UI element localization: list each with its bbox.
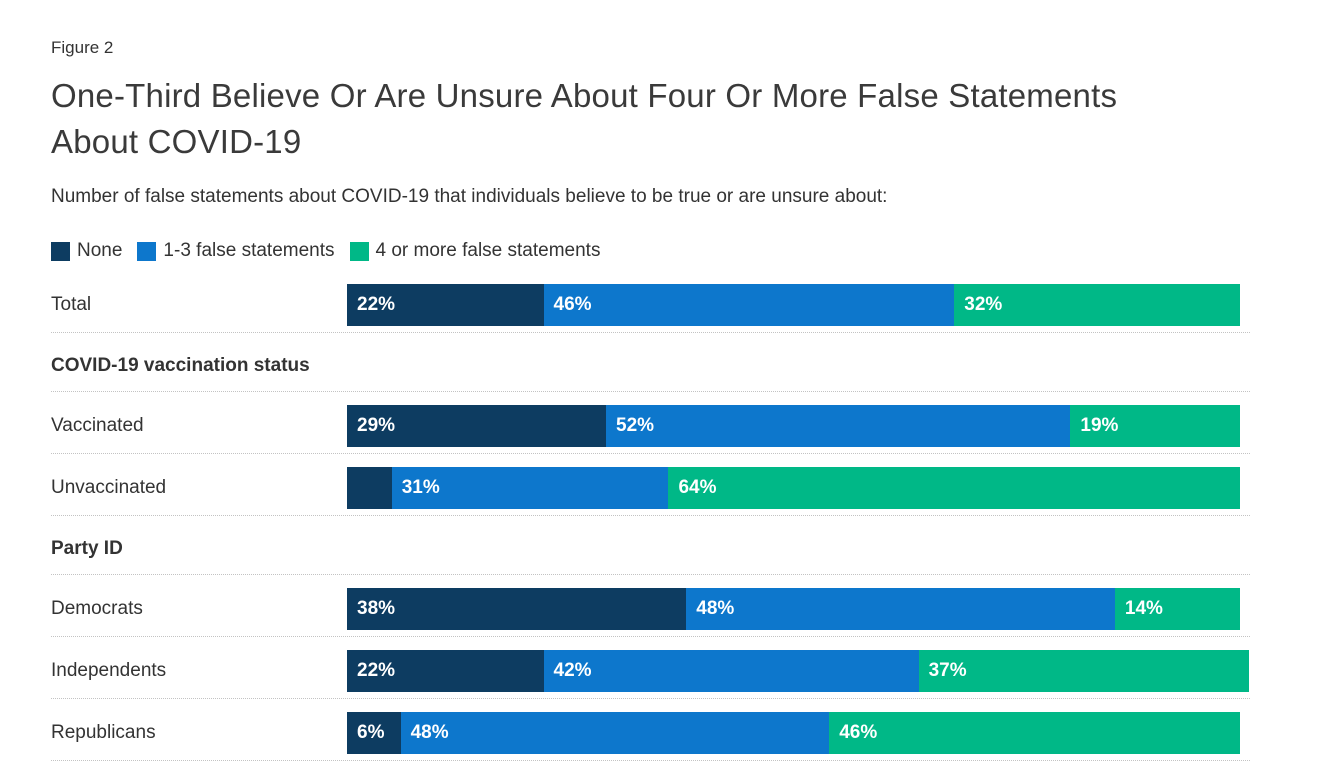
- row-label: Unvaccinated: [51, 477, 167, 499]
- bar-track: 38% 48% 14%: [347, 588, 1240, 631]
- bar-segment: 19%: [1070, 405, 1241, 448]
- figure-card: Figure 2 One-Third Believe Or Are Unsure…: [51, 38, 1250, 762]
- chart-row: Republicans 6% 48% 46%: [51, 699, 1250, 762]
- bar-segment: 46%: [543, 284, 955, 327]
- bar-segment-value: 42%: [553, 660, 592, 682]
- bar-segment: 22%: [347, 650, 544, 693]
- bar-track: 22% 46% 32%: [347, 284, 1241, 327]
- row-label: Total: [51, 294, 92, 316]
- bar-segment: 22%: [347, 284, 544, 327]
- legend-item: 1-3 false statements: [137, 240, 335, 262]
- bar-segment: 29%: [347, 405, 606, 448]
- bar-segment-value: 6%: [357, 722, 385, 744]
- legend-label: 4 or more false statements: [375, 240, 601, 262]
- row-label: Republicans: [51, 722, 156, 744]
- legend-item: 4 or more false statements: [349, 240, 601, 262]
- bar-segment-value: 22%: [357, 294, 396, 316]
- bar-segment-value: 38%: [357, 598, 396, 620]
- bar-segment: 48%: [686, 588, 1115, 631]
- row-label: Democrats: [51, 598, 143, 620]
- bar-segment-value: 32%: [964, 294, 1003, 316]
- legend: None 1-3 false statements 4 or more false …: [51, 240, 1250, 262]
- bar-segment-value: 31%: [401, 477, 440, 499]
- chart-row: Unvaccinated 31% 64%: [51, 454, 1250, 517]
- row-label: Independents: [51, 660, 167, 682]
- chart-row: Vaccinated 29% 52% 19%: [51, 392, 1250, 455]
- bar-track: 6% 48% 46%: [347, 712, 1240, 755]
- bar-segment: 37%: [918, 650, 1249, 693]
- chart-row: Total 22% 46% 32%: [51, 271, 1250, 334]
- bar-segment-value: 46%: [553, 294, 592, 316]
- bar-segment: 6%: [347, 712, 401, 755]
- figure-subtitle: Number of false statements about COVID-1…: [51, 186, 888, 208]
- section-header: COVID-19 vaccination status: [51, 333, 1250, 393]
- bar-segment: 48%: [400, 712, 830, 755]
- bar-segment-value: 52%: [616, 415, 655, 437]
- bar-segment-value: 19%: [1080, 415, 1119, 437]
- bar-segment: 31%: [391, 467, 669, 510]
- stacked-bar-chart: Total 22% 46% 32% COVID-19 vaccination statu…: [51, 271, 1250, 762]
- row-label: Vaccinated: [51, 415, 144, 437]
- bar-segment: 14%: [1114, 588, 1240, 631]
- legend-swatch-icon: [137, 241, 157, 261]
- bar-segment-value: 46%: [839, 722, 878, 744]
- figure-title: One-Third Believe Or Are Unsure About Fo…: [51, 77, 1118, 161]
- chart-row: Democrats 38% 48% 14%: [51, 575, 1250, 638]
- bar-segment-value: 22%: [357, 660, 396, 682]
- bar-track: 29% 52% 19%: [347, 405, 1241, 448]
- bar-segment: 38%: [347, 588, 687, 631]
- bar-segment-value: 48%: [696, 598, 735, 620]
- bar-segment-value: 37%: [928, 660, 967, 682]
- chart-row: Independents 22% 42% 37%: [51, 637, 1250, 700]
- legend-swatch-icon: [51, 241, 70, 261]
- legend-label: 1-3 false statements: [163, 240, 335, 262]
- bar-segment: [347, 467, 392, 510]
- bar-segment: 32%: [954, 284, 1241, 327]
- bar-segment: 52%: [606, 405, 1071, 448]
- legend-item: None: [51, 240, 122, 262]
- bar-segment-value: 48%: [410, 722, 449, 744]
- bar-track: 22% 42% 37%: [347, 650, 1249, 693]
- figure-label: Figure 2: [51, 38, 114, 57]
- bar-segment: 42%: [543, 650, 919, 693]
- section-header: Party ID: [51, 516, 1250, 576]
- bar-segment: 46%: [829, 712, 1240, 755]
- bar-segment-value: 64%: [678, 477, 717, 499]
- bar-segment: 64%: [668, 467, 1240, 510]
- legend-swatch-icon: [349, 241, 369, 261]
- bar-track: 31% 64%: [347, 467, 1240, 510]
- bar-segment-value: 29%: [357, 415, 396, 437]
- bar-segment-value: 14%: [1124, 598, 1163, 620]
- legend-label: None: [77, 240, 123, 262]
